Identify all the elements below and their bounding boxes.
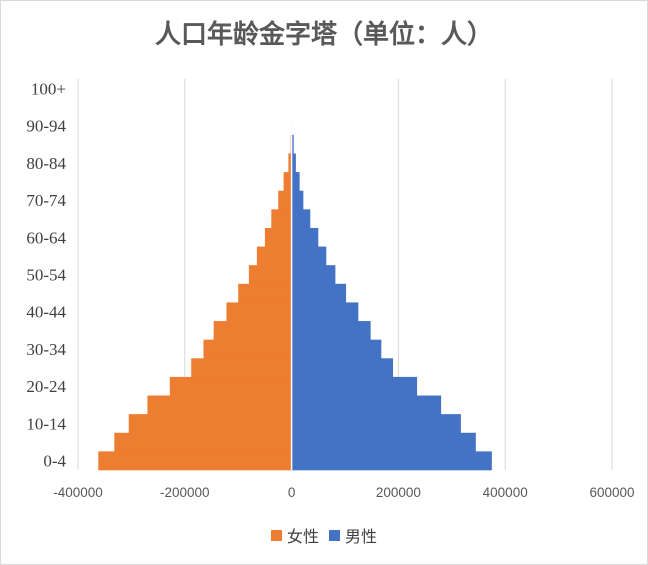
bar-male-20-24 [291,376,418,396]
bar-male-75-79 [291,172,300,192]
bar-female-25-29 [191,358,292,378]
legend: 女性 男性 [0,523,648,547]
bar-male-40-44 [291,302,359,322]
bar-male-25-29 [291,358,394,378]
bar-male-80-84 [291,153,296,173]
y-tick-label-0: 0-4 [43,452,66,471]
bar-female-30-34 [203,339,292,359]
x-tick-label-3: 200000 [376,485,421,500]
y-tick-label-5: 50-54 [26,266,66,285]
bar-female-80-84 [288,153,292,173]
bar-male-60-64 [291,227,319,247]
legend-label-female: 女性 [286,527,319,546]
bar-male-15-19 [291,395,442,415]
y-tick-label-9: 90-94 [26,117,66,136]
x-tick-label-4: 400000 [483,485,528,500]
y-tick-label-1: 10-14 [26,414,66,433]
bar-male-70-74 [291,190,304,210]
bar-female-45-49 [238,283,292,303]
y-tick-label-3: 30-34 [26,340,66,359]
legend-item-male: 男性 [329,523,377,547]
x-tick-label-1: -200000 [160,485,210,500]
bar-female-40-44 [226,302,292,322]
y-tick-label-7: 70-74 [26,191,66,210]
bar-female-55-59 [256,246,292,266]
bar-male-5-9 [291,432,476,452]
chart-title: 人口年龄金字塔（单位：人） [154,20,493,50]
x-tick-label-2: 0 [288,485,296,500]
bar-male-10-14 [291,414,461,434]
bar-female-0-4 [98,451,292,471]
bar-female-20-24 [169,376,292,396]
bar-male-65-69 [291,209,311,229]
legend-label-male: 男性 [345,527,378,546]
bar-female-5-9 [114,432,292,452]
bar-female-60-64 [264,227,292,247]
y-tick-label-4: 40-44 [26,303,66,322]
bar-female-10-14 [128,414,292,434]
legend-swatch-male [329,529,340,541]
bar-male-0-4 [291,451,492,471]
bar-female-75-79 [283,172,292,192]
bar-male-35-39 [291,321,371,340]
y-tick-label-6: 60-64 [26,228,66,247]
bar-female-50-54 [248,265,292,285]
bar-male-85-89 [291,134,294,154]
bar-male-45-49 [291,283,347,303]
y-tick-label-2: 20-24 [26,377,66,396]
bar-female-65-69 [271,209,292,229]
bar-male-55-59 [291,246,327,266]
y-tick-label-8: 80-84 [26,154,66,173]
bar-male-50-54 [291,265,336,285]
bar-female-15-19 [147,395,292,415]
legend-item-female: 女性 [270,523,319,547]
legend-swatch-female [270,529,282,541]
bar-female-70-74 [278,190,292,210]
bar-female-35-39 [213,321,292,340]
x-tick-label-0: -400000 [53,485,103,500]
x-tick-label-5: 600000 [589,485,634,500]
y-tick-label-10: 100+ [31,79,66,98]
bar-male-30-34 [291,339,382,359]
